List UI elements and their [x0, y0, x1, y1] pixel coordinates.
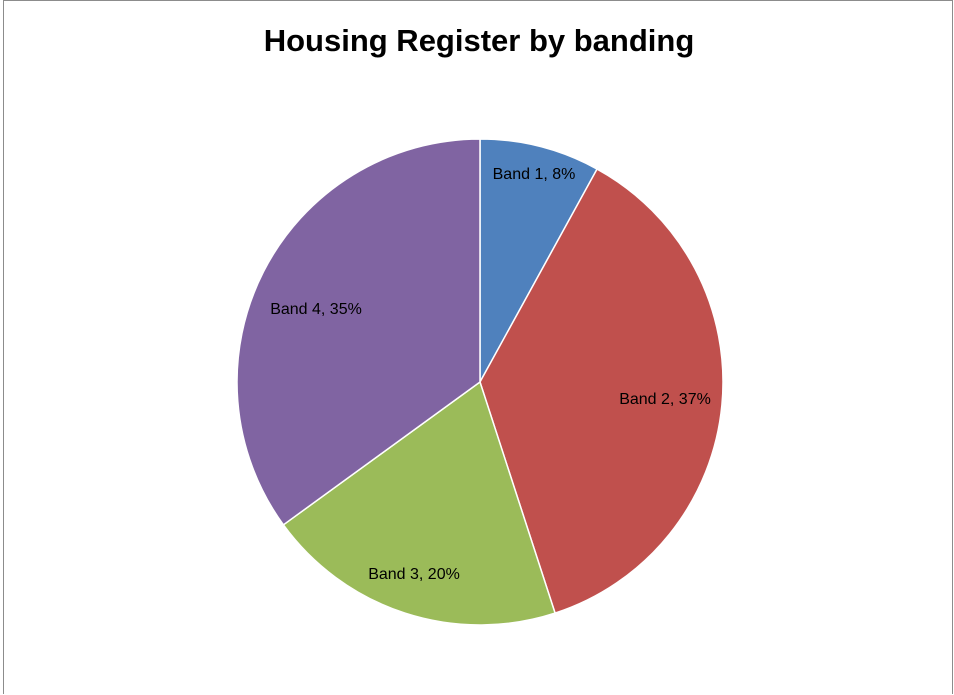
data-label-band-1: Band 1, 8% [493, 166, 576, 183]
pie-slice-band-1 [479, 138, 599, 383]
data-label-band-3: Band 3, 20% [368, 566, 460, 583]
chart-title: Housing Register by banding [263, 23, 695, 58]
pie-slice-band-2 [479, 168, 724, 615]
pie-slice-band-3 [282, 380, 557, 626]
data-label-band-2: Band 2, 37% [619, 391, 711, 408]
pie-chart: Band 1, 8% Band 2, 37% Band 3, 20% Band 4, … [236, 138, 724, 626]
pie-slice-band-4 [236, 138, 481, 526]
data-label-band-4: Band 4, 35% [270, 301, 362, 318]
chart-frame: Housing Register by banding Band 1, 8% Ba… [3, 0, 953, 694]
